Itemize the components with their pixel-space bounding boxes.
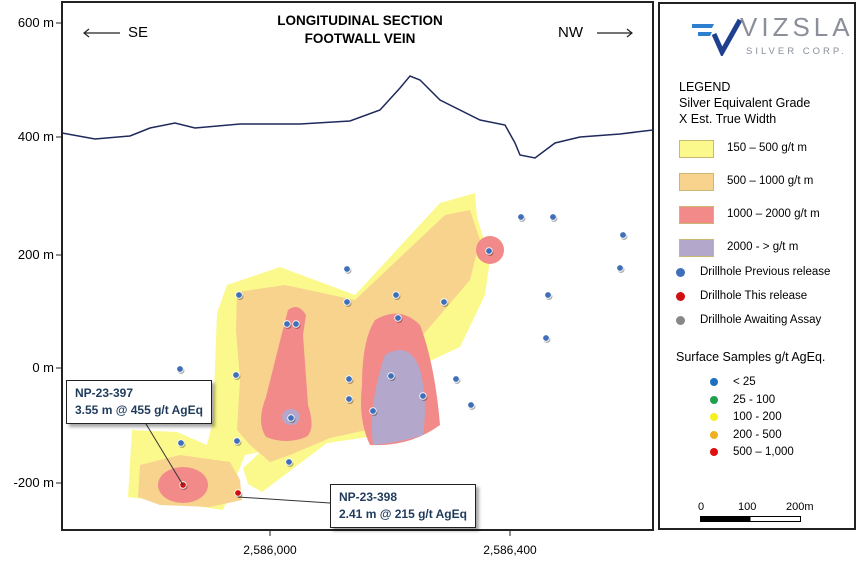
drillhole-legend-label: Drillhole This release [700,290,808,302]
callout-np-23-398: NP-23-398 2.41 m @ 215 g/t AgEq [330,484,476,528]
drillhole-previous [549,213,557,221]
drillhole-previous [419,392,427,400]
drillhole-legend-icon [676,292,685,301]
logo-subtitle: SILVER CORP. [746,46,847,57]
drillhole-previous [392,291,400,299]
grade-swatch [679,239,714,257]
logo-mark-icon [692,18,742,56]
drillhole-previous [287,414,295,422]
drillhole-previous [369,407,377,415]
x-tick: 2,586,400 [483,543,537,557]
surface-sample-icon [710,430,718,439]
grade-label: 2000 - > g/t m [727,241,799,253]
grade-swatch [679,206,714,224]
surface-sample-label: < 25 [733,376,756,388]
callout-hole: NP-23-397 [75,386,134,400]
drillhole-previous [517,213,525,221]
drillhole-previous [232,371,240,379]
direction-nw: NW [558,24,583,41]
x-tick: 2,586,000 [243,543,297,557]
y-tick: 600 m [17,15,54,30]
direction-se: SE [128,24,149,41]
surface-sample-icon [710,413,718,421]
drillhole-previous [467,401,475,409]
surface-sample-icon [710,448,718,456]
drillhole-previous [343,298,351,306]
y-tick: 400 m [17,129,54,144]
drillhole-previous [292,320,300,328]
drillhole-previous [485,247,493,255]
drillhole-previous [283,320,291,328]
y-tick: 0 m [32,360,54,375]
drillhole-legend-icon [676,316,685,325]
legend-subheading: Silver Equivalent Grade [679,96,811,110]
drillhole-this-release [234,489,242,497]
drillhole-previous [544,291,552,299]
legend-heading: LEGEND [679,80,731,94]
drillhole-previous [345,375,353,383]
drillhole-previous [285,458,293,466]
drillhole-legend-label: Drillhole Awaiting Assay [700,314,822,326]
surface-sample-icon [710,395,718,404]
legend-subheading: X Est. True Width [679,112,777,126]
drillhole-previous [440,298,448,306]
drillhole-previous [343,265,351,273]
legend-panel: VIZSLA SILVER CORP. LEGEND Silver Equiva… [658,2,856,530]
section-title: LONGITUDINAL SECTION FOOTWALL VEIN [200,12,520,48]
drillhole-legend-icon [676,268,685,277]
surface-sample-label: 100 - 200 [733,411,782,423]
zone-2000-plus [371,350,425,445]
scale-label: 200m [786,501,814,513]
callout-hole: NP-23-398 [339,490,398,504]
zone-1000-2000 [261,306,312,441]
grade-label: 150 – 500 g/t m [727,142,807,154]
scale-bar [700,516,801,522]
drillhole-previous [542,334,550,342]
grade-swatch [679,140,714,158]
y-tick: 200 m [17,247,54,262]
grade-label: 500 – 1000 g/t m [727,175,814,187]
logo-name: VIZSLA [740,12,854,42]
drillhole-previous [233,437,241,445]
grade-swatch [679,173,714,191]
drillhole-previous [345,395,353,403]
drillhole-previous [619,231,627,239]
topography-line [61,75,654,159]
surface-sample-label: 500 – 1,000 [733,446,794,458]
drillhole-previous [177,439,185,447]
drillhole-legend-label: Drillhole Previous release [700,266,831,278]
callout-np-23-397: NP-23-397 3.55 m @ 455 g/t AgEq [66,380,212,424]
scale-label: 0 [698,501,705,513]
title-line-2: FOOTWALL VEIN [304,31,416,46]
drillhole-previous [235,291,243,299]
drillhole-previous [616,264,624,272]
drillhole-previous [387,372,395,380]
surface-sample-icon [710,378,718,386]
surface-samples-title: Surface Samples g/t AgEq. [676,350,826,364]
drillhole-previous [394,314,402,322]
drillhole-previous [176,365,184,373]
surface-sample-label: 25 - 100 [733,393,776,406]
callout-result: 2.41 m @ 215 g/t AgEq [339,507,467,521]
surface-sample-label: 200 - 500 [733,428,782,441]
title-line-1: LONGITUDINAL SECTION [277,13,443,28]
scale-label: 100 [738,501,757,513]
drillhole-previous [452,375,460,383]
grade-label: 1000 – 2000 g/t m [727,208,820,220]
y-tick: -200 m [13,475,54,490]
callout-result: 3.55 m @ 455 g/t AgEq [75,403,203,417]
direction-arrows [83,28,633,38]
